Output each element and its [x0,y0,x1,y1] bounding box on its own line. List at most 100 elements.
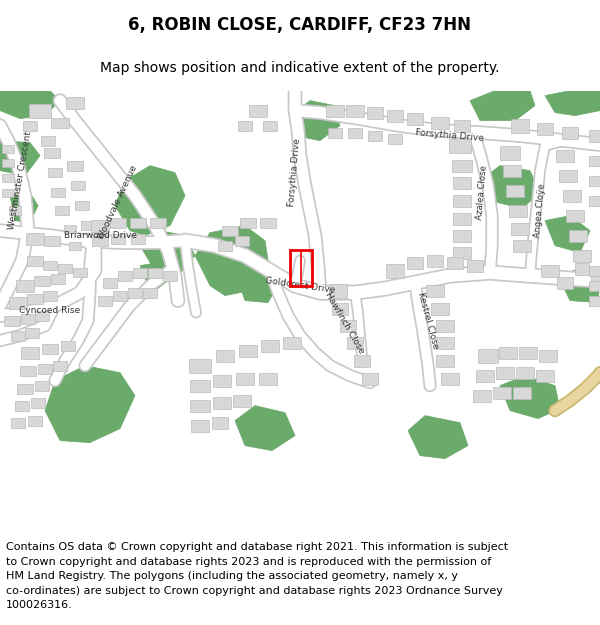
Bar [506,184,524,197]
Bar [516,367,534,379]
Bar [500,146,520,159]
Bar [118,271,132,281]
Bar [509,204,527,217]
Bar [51,118,69,127]
Bar [340,319,356,332]
Bar [473,389,491,402]
Bar [35,311,49,321]
Polygon shape [140,231,195,276]
Bar [499,347,517,359]
Bar [453,177,471,189]
Bar [213,374,231,387]
Bar [42,344,58,354]
Text: Contains OS data © Crown copyright and database right 2021. This information is : Contains OS data © Crown copyright and d… [6,542,508,610]
Bar [110,217,126,227]
Bar [238,121,252,131]
Bar [513,387,531,399]
Bar [559,169,577,182]
Bar [11,418,25,428]
Bar [216,349,234,362]
Bar [427,254,443,267]
Text: Azalea Close: Azalea Close [475,165,489,221]
Bar [591,274,600,287]
Bar [436,319,454,332]
Bar [28,416,42,426]
Text: Westminster Crescent: Westminster Crescent [7,131,33,231]
Polygon shape [235,406,295,451]
Bar [212,417,228,429]
Bar [260,217,276,227]
Bar [240,217,256,227]
Bar [43,261,57,270]
Bar [236,372,254,384]
Bar [362,372,378,384]
Bar [388,134,402,144]
Bar [453,229,471,242]
Text: Map shows position and indicative extent of the property.: Map shows position and indicative extent… [100,61,500,75]
Text: 6, ROBIN CLOSE, CARDIFF, CF23 7HN: 6, ROBIN CLOSE, CARDIFF, CF23 7HN [128,16,472,34]
Bar [290,249,312,286]
Bar [329,284,347,298]
Polygon shape [480,166,540,209]
Text: Briarwood Drive: Briarwood Drive [64,231,137,240]
Bar [128,288,142,298]
Bar [58,264,72,273]
Bar [332,302,348,314]
Bar [2,144,14,152]
Bar [536,369,554,382]
Bar [589,281,600,291]
Bar [38,364,52,374]
Bar [566,209,584,222]
Bar [2,174,14,182]
Bar [218,241,232,251]
Bar [589,296,600,306]
Bar [426,284,444,297]
Bar [113,291,127,301]
Bar [261,339,279,352]
Polygon shape [238,272,278,302]
Bar [73,268,87,277]
Polygon shape [195,226,270,296]
Bar [41,136,55,146]
Text: Kestrel Close: Kestrel Close [416,291,440,350]
Bar [233,394,251,407]
Bar [130,217,146,227]
Bar [496,367,514,379]
Bar [249,104,267,117]
Bar [347,337,363,349]
Polygon shape [545,216,590,252]
Bar [447,257,463,269]
Bar [64,224,76,232]
Bar [326,104,344,117]
Polygon shape [408,416,468,459]
Bar [21,314,35,324]
Bar [239,344,257,357]
Bar [348,127,362,138]
Bar [539,349,557,362]
Bar [190,399,210,412]
Polygon shape [545,91,600,116]
Bar [44,148,60,158]
Polygon shape [115,166,185,236]
Bar [537,122,553,134]
Bar [21,347,39,359]
Bar [503,164,521,177]
Bar [66,97,84,109]
Bar [103,278,117,288]
Bar [263,121,277,131]
Bar [467,259,483,272]
Bar [11,331,25,341]
Bar [431,117,449,129]
Bar [222,226,238,236]
Bar [143,288,157,298]
Bar [519,347,537,359]
Bar [513,239,531,252]
Bar [557,277,573,289]
Bar [589,196,600,206]
Bar [31,398,45,408]
Bar [386,264,404,278]
Text: Cyncoed Rise: Cyncoed Rise [19,306,80,315]
Polygon shape [558,269,600,302]
Bar [17,384,33,394]
Bar [573,249,591,262]
